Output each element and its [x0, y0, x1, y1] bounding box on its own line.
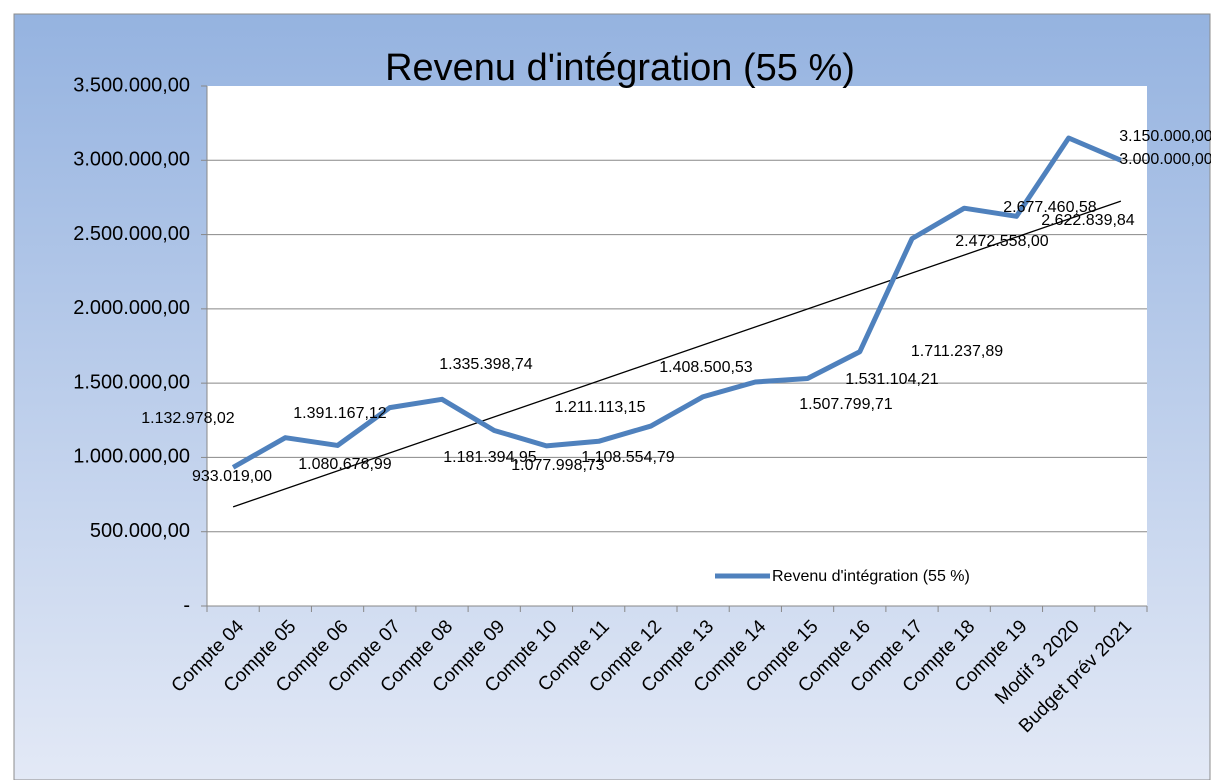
data-label: 1.080.678,99 [298, 456, 392, 473]
y-tick-label: 1.000.000,00 [73, 446, 190, 468]
data-label: 1.507.799,71 [799, 396, 893, 413]
data-label: 1.408.500,53 [659, 359, 753, 376]
data-label: 1.108.554,79 [581, 449, 675, 466]
data-label: 1.711.237,89 [911, 343, 1003, 360]
y-tick-label: 500.000,00 [90, 520, 190, 542]
data-label: 1.181.394,95 [443, 449, 537, 466]
y-tick-label: 2.000.000,00 [73, 297, 190, 319]
data-label: 2.472.558,00 [955, 233, 1049, 250]
trendline [232, 200, 1122, 508]
data-label: 1.077.998,73 [511, 457, 605, 474]
data-label: 1.211.113,15 [554, 399, 645, 416]
data-label: 3.000.000,00 [1119, 151, 1211, 168]
data-label: 1.335.398,74 [439, 356, 533, 373]
series-line [231, 135, 1122, 470]
y-tick-label: 3.000.000,00 [73, 149, 190, 171]
chart-title: Revenu d'intégration (55 %) [385, 47, 855, 89]
data-label: 1.531.104,21 [845, 371, 939, 388]
y-tick-label: - [183, 594, 190, 616]
data-label: 1.391.167,12 [293, 405, 387, 422]
y-tick-label: 1.500.000,00 [73, 371, 190, 393]
data-label: 1.132.978,02 [141, 410, 235, 427]
y-tick-label: 3.500.000,00 [73, 74, 190, 96]
data-label: 2.677.460,58 [1003, 199, 1097, 216]
data-label: 2.622.839,84 [1041, 212, 1135, 229]
legend-label: Revenu d'intégration (55 %) [772, 568, 970, 585]
data-label: 933.019,00 [192, 468, 272, 485]
y-tick-label: 2.500.000,00 [73, 223, 190, 245]
plot-area [207, 86, 1147, 606]
data-label: 3.150.000,00 [1119, 128, 1211, 145]
